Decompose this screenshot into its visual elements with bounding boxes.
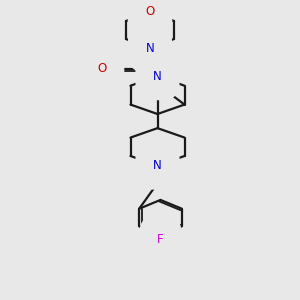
Text: N: N xyxy=(146,42,154,55)
Text: O: O xyxy=(98,62,106,76)
Text: N: N xyxy=(153,159,162,172)
Text: F: F xyxy=(157,233,164,246)
Text: N: N xyxy=(153,70,162,83)
Text: O: O xyxy=(146,5,154,18)
